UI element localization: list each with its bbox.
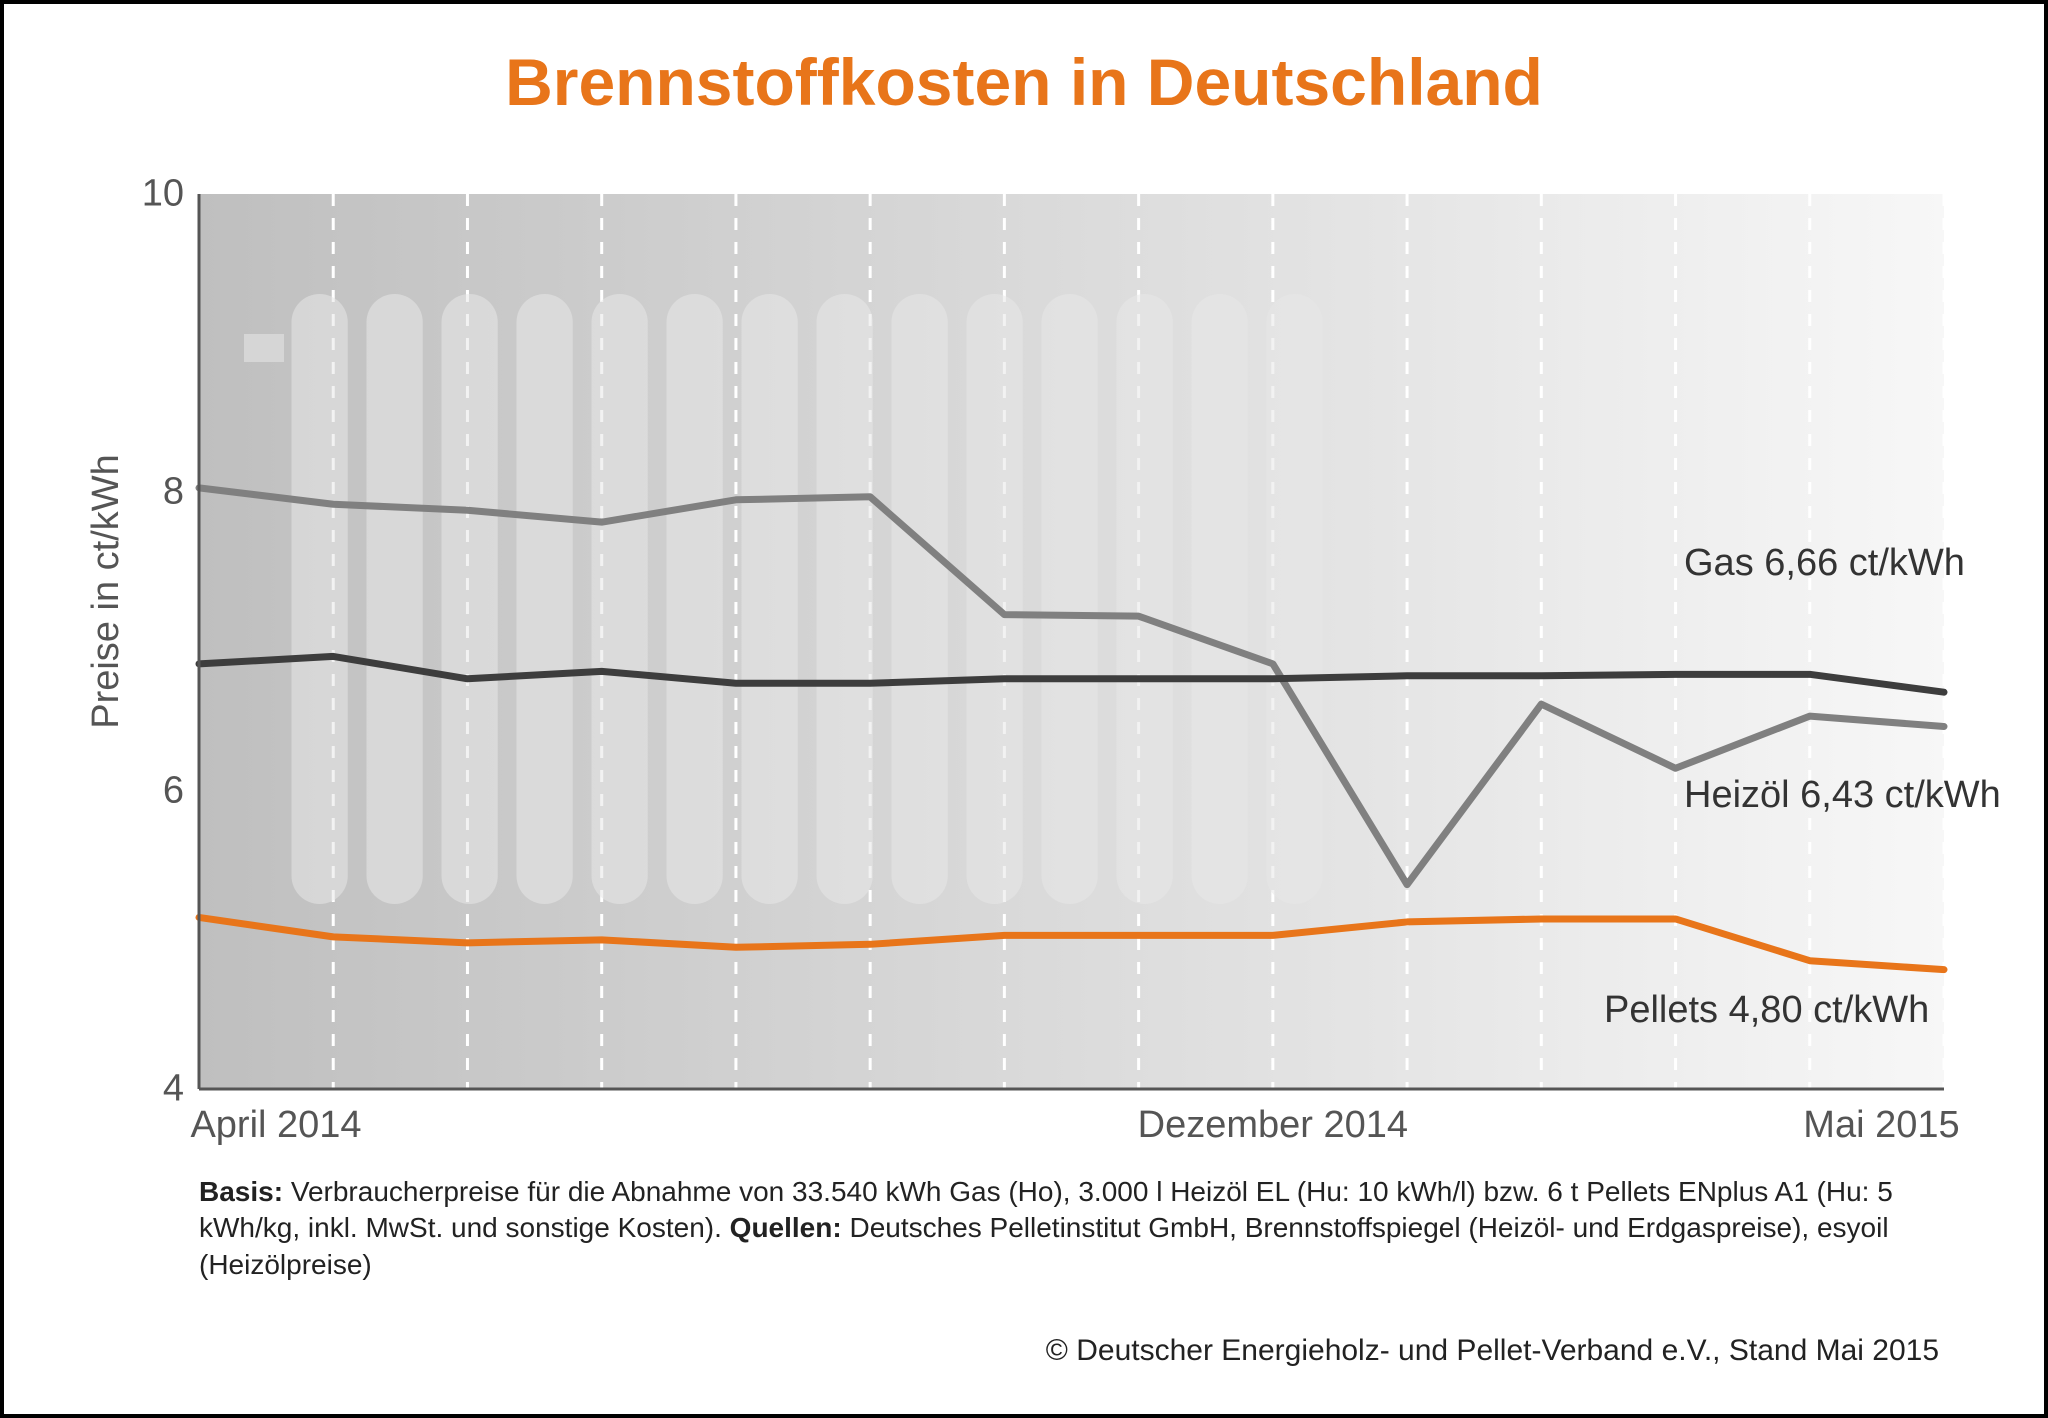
y-tick: 6 (163, 769, 184, 812)
series-label-pellets: Pellets 4,80 ct/kWh (1604, 989, 1929, 1032)
basis-label: Basis: (199, 1176, 283, 1207)
x-tick: Dezember 2014 (1138, 1104, 1408, 1147)
chart-frame: Brennstoffkosten in Deutschland Preise i… (0, 0, 2048, 1418)
y-tick: 8 (163, 471, 184, 514)
y-axis-label: Preise in ct/kWh (85, 454, 128, 729)
plot-area: Preise in ct/kWh 46810April 2014Dezember… (199, 194, 1944, 1089)
axes (199, 194, 1944, 1089)
copyright-text: © Deutscher Energieholz- und Pellet-Verb… (1046, 1334, 1939, 1368)
quellen-label: Quellen: (730, 1212, 842, 1243)
y-tick: 4 (163, 1068, 184, 1111)
series-label-heizöl: Heizöl 6,43 ct/kWh (1684, 774, 2001, 817)
series-label-gas: Gas 6,66 ct/kWh (1684, 542, 1965, 585)
chart-title: Brennstoffkosten in Deutschland (4, 4, 2044, 120)
x-tick: April 2014 (190, 1104, 361, 1147)
y-tick: 10 (142, 173, 184, 216)
footer-text: Basis: Verbraucherpreise für die Abnahme… (199, 1174, 1939, 1283)
x-tick: Mai 2015 (1803, 1104, 1959, 1147)
